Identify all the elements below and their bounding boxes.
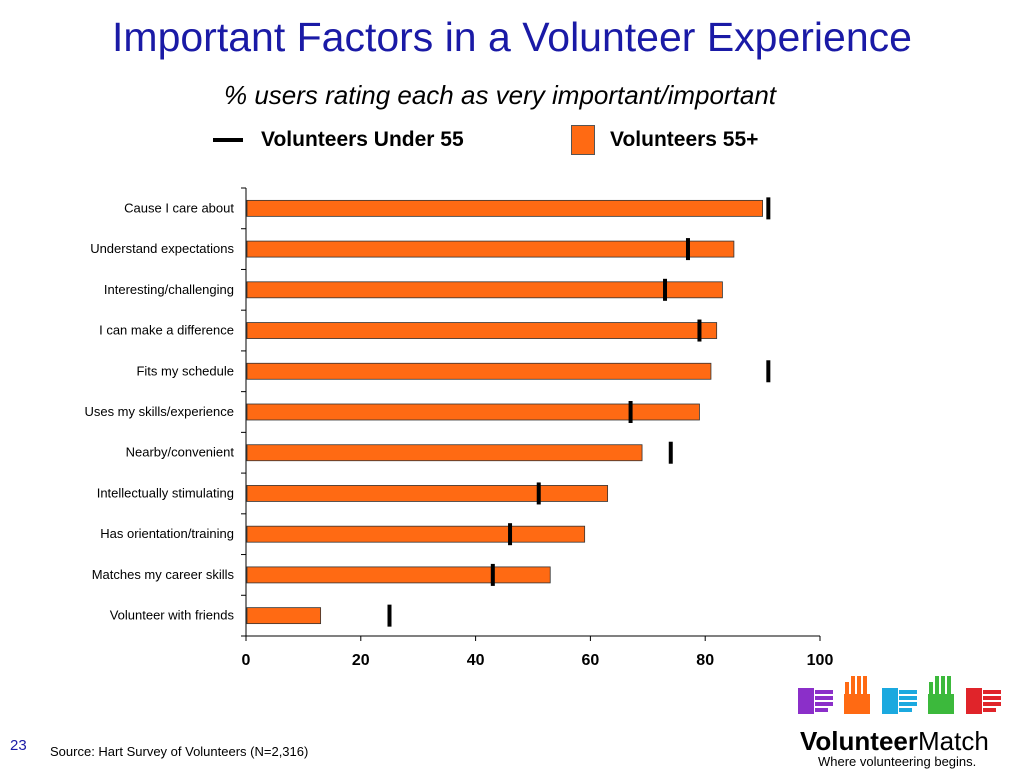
- bar-55plus: [246, 566, 551, 584]
- hand-finger: [815, 702, 833, 706]
- hand-finger: [899, 708, 912, 712]
- bar-55plus: [246, 362, 712, 380]
- volunteermatch-logo: VolunteerMatch Where volunteering begins…: [790, 670, 1015, 769]
- slide-subtitle: % users rating each as very important/im…: [223, 80, 777, 110]
- x-tick-label: 80: [696, 652, 714, 669]
- legend-swatch-icon: [571, 125, 595, 155]
- legend-55plus-label: Volunteers 55+: [610, 128, 759, 151]
- x-tick-label: 40: [467, 652, 485, 669]
- category-label: Has orientation/training: [100, 526, 234, 541]
- hand-finger: [857, 676, 861, 694]
- hand-finger: [845, 682, 849, 694]
- hand-palm: [966, 688, 982, 714]
- bar-55plus: [246, 199, 763, 217]
- marker-under55: [536, 482, 541, 505]
- category-label: Cause I care about: [124, 200, 234, 215]
- legend-55plus: Volunteers 55+: [571, 125, 758, 155]
- bar-55plus: [246, 403, 700, 421]
- hands-logo-icon: [798, 676, 1001, 714]
- category-label: Interesting/challenging: [104, 282, 234, 297]
- legend-under55-label: Volunteers Under 55: [261, 128, 464, 151]
- hand-finger: [947, 676, 951, 694]
- bar-55plus: [246, 607, 322, 625]
- logo-name-light: Match: [917, 726, 989, 756]
- hand-finger: [851, 676, 855, 694]
- bar-chart: Cause I care about Understand expectation…: [84, 187, 834, 669]
- page-number: 23: [10, 737, 27, 754]
- category-label: Understand expectations: [90, 241, 234, 256]
- category-label: Matches my career skills: [92, 567, 235, 582]
- hand-finger: [899, 690, 917, 694]
- logo-name: VolunteerMatch: [800, 726, 989, 757]
- bar-55plus: [246, 485, 609, 502]
- marker-under55: [697, 319, 702, 342]
- hand-palm: [844, 694, 870, 714]
- marker-under55: [766, 360, 771, 383]
- marker-under55: [508, 523, 513, 546]
- legend-under55: Volunteers Under 55: [213, 128, 464, 152]
- bar-55plus: [246, 444, 643, 462]
- bar-55plus: [246, 322, 718, 339]
- x-tick-label: 60: [582, 652, 600, 669]
- hand-finger: [983, 690, 1001, 694]
- hand-finger: [935, 676, 939, 694]
- marker-under55: [668, 441, 673, 464]
- bar-55plus: [246, 281, 723, 299]
- marker-under55: [766, 197, 771, 220]
- hand-finger: [815, 708, 828, 712]
- logo-name-bold: Volunteer: [800, 726, 918, 756]
- category-label: Intellectually stimulating: [97, 485, 234, 500]
- logo-tagline: Where volunteering begins.: [818, 754, 977, 769]
- x-tick-label: 100: [807, 652, 834, 669]
- category-label: Uses my skills/experience: [84, 404, 234, 419]
- hand-finger: [929, 682, 933, 694]
- x-tick-label: 20: [352, 652, 370, 669]
- bar-55plus: [246, 525, 586, 543]
- category-label: Fits my schedule: [136, 363, 234, 378]
- slide-title: Important Factors in a Volunteer Experie…: [112, 14, 912, 60]
- marker-under55: [490, 563, 495, 586]
- marker-under55: [387, 604, 392, 627]
- marker-under55: [663, 278, 668, 301]
- hand-palm: [928, 694, 954, 714]
- category-label: Nearby/convenient: [126, 445, 235, 460]
- x-tick-label: 0: [242, 652, 251, 669]
- hand-finger: [815, 690, 833, 694]
- hand-finger: [983, 696, 1001, 700]
- category-label: Volunteer with friends: [110, 608, 235, 623]
- marker-under55: [685, 238, 690, 261]
- hand-palm: [882, 688, 898, 714]
- source-note: Source: Hart Survey of Volunteers (N=2,3…: [50, 744, 309, 759]
- bar-55plus: [246, 240, 735, 258]
- hand-finger: [941, 676, 945, 694]
- hand-finger: [899, 696, 917, 700]
- hand-finger: [815, 696, 833, 700]
- hand-palm: [798, 688, 814, 714]
- legend-dash-icon: [213, 138, 243, 142]
- hand-finger: [899, 702, 917, 706]
- hand-finger: [863, 676, 867, 694]
- category-label: I can make a difference: [99, 323, 234, 338]
- hand-finger: [983, 708, 996, 712]
- hand-finger: [983, 702, 1001, 706]
- marker-under55: [628, 401, 633, 423]
